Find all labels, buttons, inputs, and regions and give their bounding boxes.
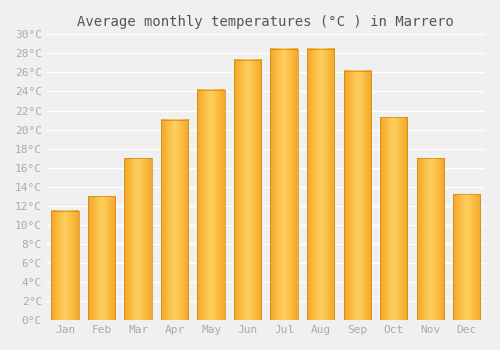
Bar	[380, 117, 407, 320]
Bar	[234, 60, 262, 320]
Bar	[52, 211, 79, 320]
Bar	[88, 196, 116, 320]
Title: Average monthly temperatures (°C ) in Marrero: Average monthly temperatures (°C ) in Ma…	[78, 15, 454, 29]
Bar	[307, 49, 334, 320]
Bar	[124, 158, 152, 320]
Bar	[453, 194, 480, 320]
Bar	[270, 49, 298, 320]
Bar	[198, 90, 225, 320]
Bar	[416, 158, 444, 320]
Bar	[344, 71, 371, 320]
Bar	[161, 120, 188, 320]
